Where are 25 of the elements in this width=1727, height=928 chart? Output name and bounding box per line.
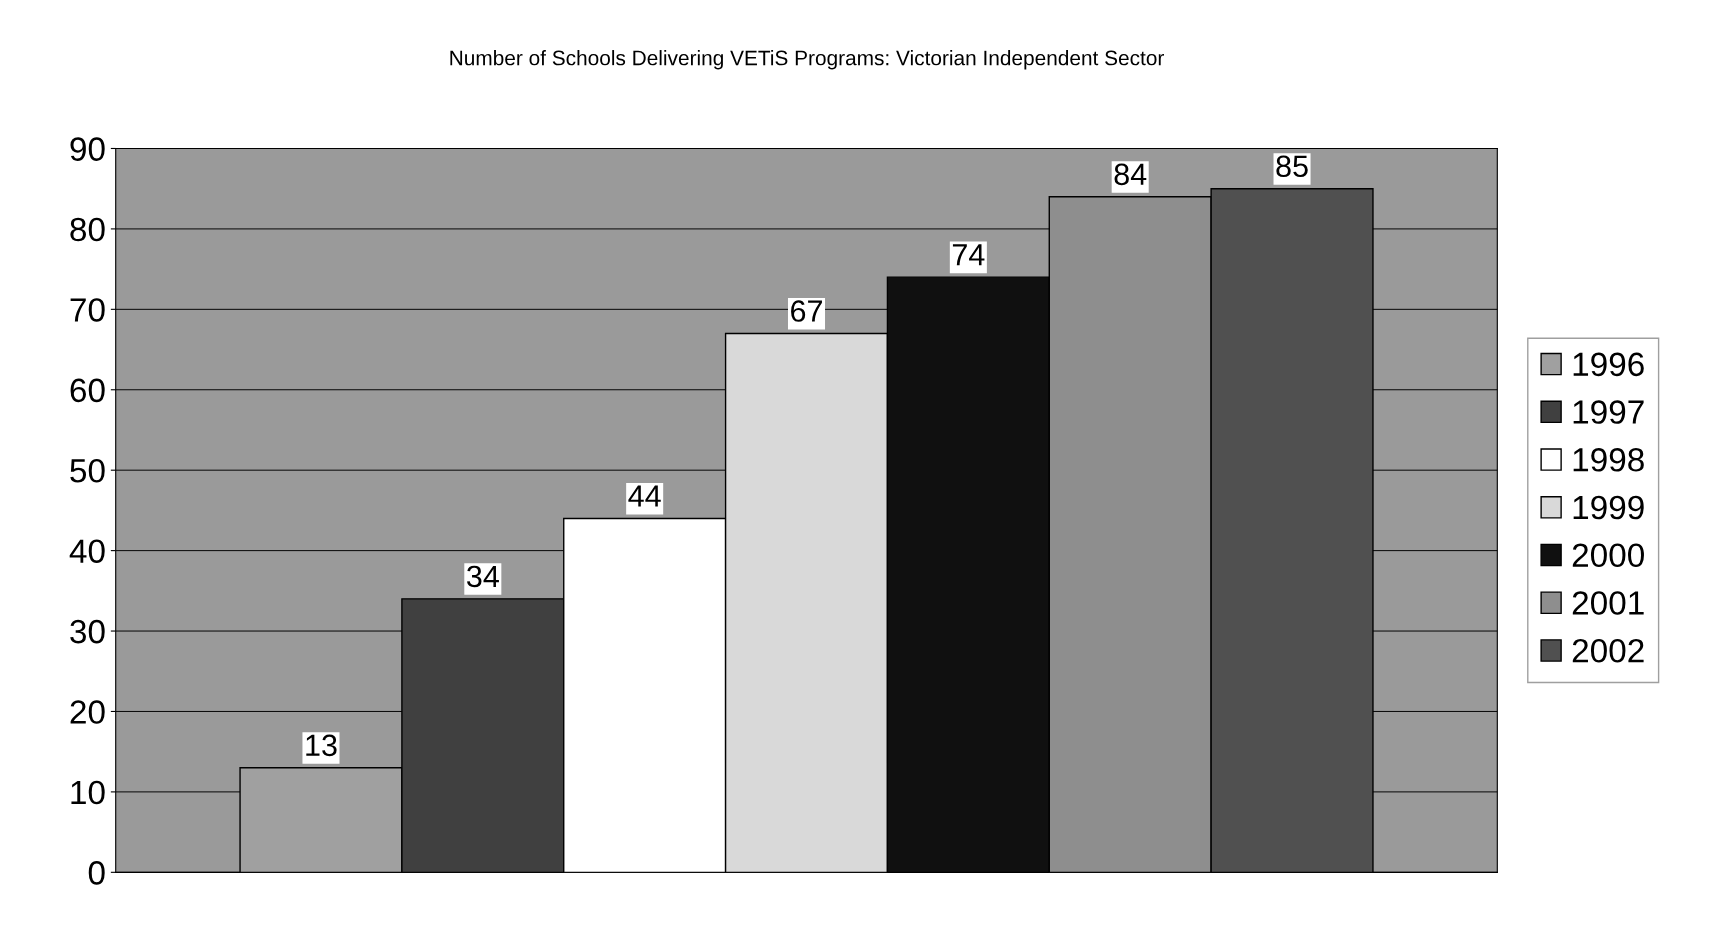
data-label: 67 (791, 300, 822, 322)
y-tick-label: 60 (70, 378, 105, 403)
y-tick-label: 30 (70, 619, 105, 644)
legend-label: 1999 (1573, 495, 1644, 520)
data-label: 34 (466, 565, 499, 588)
data-label: 74 (952, 244, 985, 266)
y-tick-label: 0 (88, 861, 105, 885)
data-label: 13 (306, 734, 337, 757)
data-label: 85 (1276, 155, 1308, 178)
data-label: 44 (628, 485, 661, 507)
y-tick-label: 10 (71, 780, 105, 805)
legend-label: 1998 (1573, 448, 1644, 472)
y-tick-label: 40 (69, 539, 105, 564)
legend-label: 1996 (1573, 352, 1644, 377)
y-tick-label: 70 (70, 298, 105, 322)
legend-label: 2001 (1572, 591, 1644, 615)
legend-label: 1997 (1573, 400, 1644, 424)
y-tick-label: 80 (70, 217, 105, 242)
y-tick-label: 90 (70, 137, 105, 161)
y-tick-label: 20 (70, 700, 105, 724)
chart-title: Number of Schools Delivering VETiS Programs: Victorian Independent Sector (450, 50, 1164, 70)
legend-label: 2000 (1572, 543, 1644, 568)
legend-label: 2002 (1572, 638, 1644, 663)
y-tick-label: 50 (70, 458, 105, 483)
data-label: 84 (1114, 163, 1147, 186)
